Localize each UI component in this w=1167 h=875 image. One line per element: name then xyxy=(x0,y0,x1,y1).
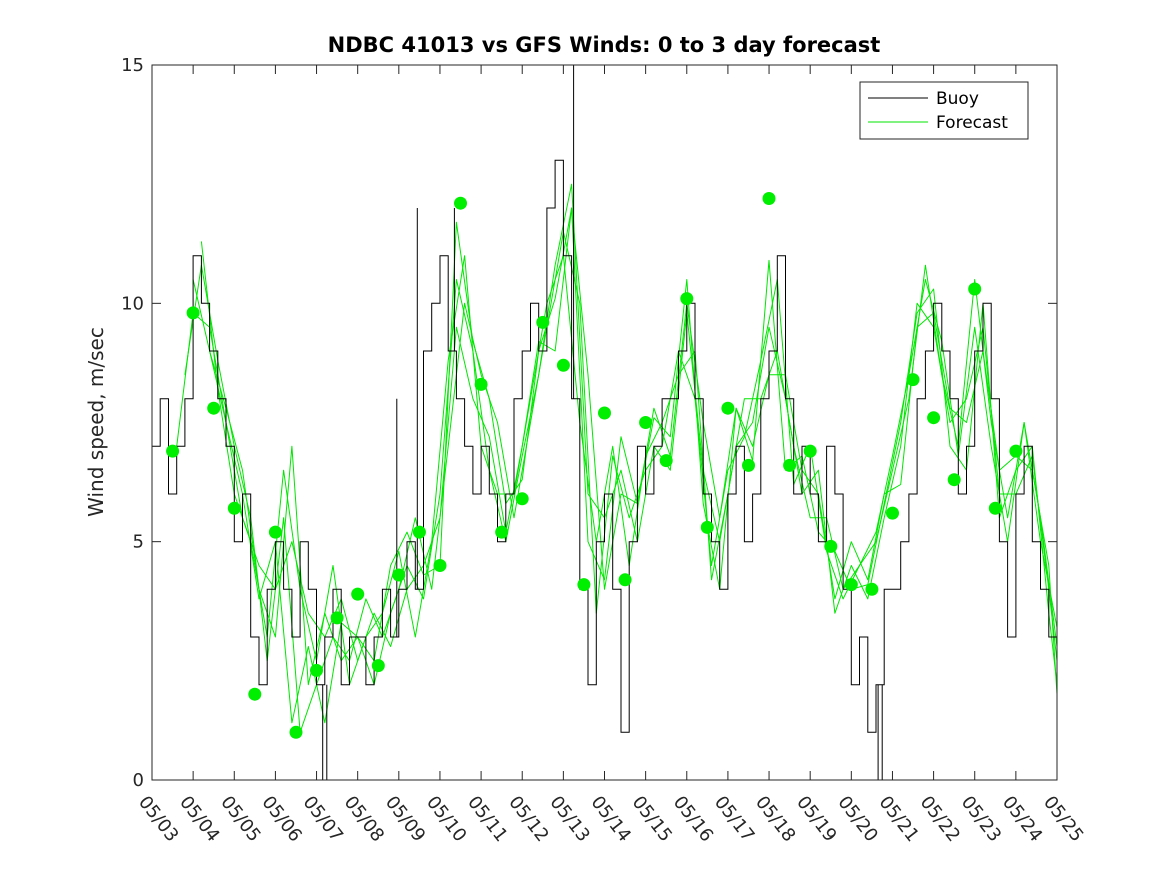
x-tick-label-16: 05/19 xyxy=(792,792,840,846)
x-tick-label-5: 05/08 xyxy=(340,792,388,846)
forecast-marker-14 xyxy=(433,559,447,572)
forecast-marker-31 xyxy=(783,458,797,472)
x-tick-label-11: 05/14 xyxy=(587,792,635,846)
x-tick-label-12: 05/15 xyxy=(628,792,676,846)
forecast-marker-9 xyxy=(330,611,344,625)
x-tick-label-18: 05/21 xyxy=(875,792,923,846)
plot-area xyxy=(152,65,1057,780)
forecast-marker-12 xyxy=(392,568,406,582)
legend-buoy-label: Buoy xyxy=(936,89,979,109)
x-tick-label-10: 05/13 xyxy=(545,792,593,846)
forecast-marker-8 xyxy=(310,663,323,677)
x-tick-label-14: 05/17 xyxy=(710,792,758,846)
forecast-marker-2 xyxy=(186,306,200,320)
x-tick-label-22: 05/25 xyxy=(1039,792,1087,846)
x-tick-label-3: 05/06 xyxy=(257,792,305,846)
x-tick-label-7: 05/10 xyxy=(422,792,470,846)
forecast-marker-28 xyxy=(721,401,735,415)
x-tick-label-17: 05/20 xyxy=(833,792,881,846)
forecast-marker-26 xyxy=(680,292,694,306)
forecast-marker-23 xyxy=(618,573,632,587)
buoy-dip-1 xyxy=(322,684,328,780)
forecast-marker-37 xyxy=(906,373,920,387)
forecast-marker-3 xyxy=(207,401,221,415)
forecast-marker-41 xyxy=(988,501,1002,515)
forecast-marker-35 xyxy=(865,582,879,596)
forecast-marker-38 xyxy=(927,411,941,425)
forecast-line-2 xyxy=(184,231,1057,733)
forecast-marker-4 xyxy=(227,501,241,515)
forecast-marker-5 xyxy=(248,687,262,701)
x-tick-label-9: 05/12 xyxy=(504,792,552,846)
forecast-marker-36 xyxy=(886,506,899,520)
forecast-marker-32 xyxy=(803,444,817,458)
legend: Buoy Forecast xyxy=(859,81,1029,140)
forecast-marker-6 xyxy=(268,525,282,539)
forecast-marker-19 xyxy=(536,315,550,329)
forecast-marker-17 xyxy=(495,525,509,539)
forecast-marker-30 xyxy=(762,192,776,205)
forecast-marker-39 xyxy=(947,473,961,487)
chart-title: NDBC 41013 vs GFS Winds: 0 to 3 day fore… xyxy=(328,33,881,57)
x-tick-label-13: 05/16 xyxy=(669,792,717,846)
forecast-line-1 xyxy=(176,207,1057,724)
forecast-marker-18 xyxy=(515,492,529,506)
buoy-line xyxy=(152,159,1057,733)
legend-forecast-label: Forecast xyxy=(936,113,1008,133)
forecast-marker-42 xyxy=(1009,444,1023,458)
forecast-marker-7 xyxy=(289,725,303,739)
forecast-marker-24 xyxy=(639,416,653,429)
forecast-marker-21 xyxy=(577,578,591,592)
x-tick-label-6: 05/09 xyxy=(381,792,429,846)
x-tick-label-15: 05/18 xyxy=(751,792,799,846)
forecast-marker-27 xyxy=(700,520,714,534)
forecast-marker-13 xyxy=(412,525,426,539)
forecast-marker-40 xyxy=(968,282,982,296)
forecast-marker-34 xyxy=(844,578,858,592)
y-tick-label-5: 5 xyxy=(133,532,144,553)
y-tick-label-15: 15 xyxy=(121,55,144,76)
x-tick-label-21: 05/24 xyxy=(998,792,1046,846)
x-tick-label-20: 05/23 xyxy=(957,792,1005,846)
forecast-marker-11 xyxy=(371,659,385,673)
x-tick-label-19: 05/22 xyxy=(916,792,964,846)
forecast-marker-16 xyxy=(474,377,488,391)
x-tick-label-2: 05/05 xyxy=(216,792,264,846)
forecast-marker-33 xyxy=(824,539,838,553)
forecast-marker-15 xyxy=(454,196,467,210)
y-tick-label-0: 0 xyxy=(133,770,144,791)
x-tick-label-8: 05/11 xyxy=(463,792,511,846)
x-tick-label-1: 05/04 xyxy=(175,792,223,846)
forecast-marker-25 xyxy=(659,454,673,468)
forecast-marker-1 xyxy=(166,444,180,458)
legend-box xyxy=(859,81,1029,140)
forecast-marker-22 xyxy=(598,406,611,420)
forecast-marker-10 xyxy=(351,587,365,601)
y-tick-label-10: 10 xyxy=(121,293,144,314)
y-axis-label: Wind speed, m/sec xyxy=(84,327,108,517)
x-tick-label-4: 05/07 xyxy=(299,792,347,846)
x-tick-label-0: 05/03 xyxy=(134,792,182,846)
forecast-marker-29 xyxy=(742,458,755,472)
series-layer xyxy=(152,65,1057,780)
forecast-marker-20 xyxy=(556,358,570,372)
buoy-dip-2 xyxy=(877,684,883,780)
